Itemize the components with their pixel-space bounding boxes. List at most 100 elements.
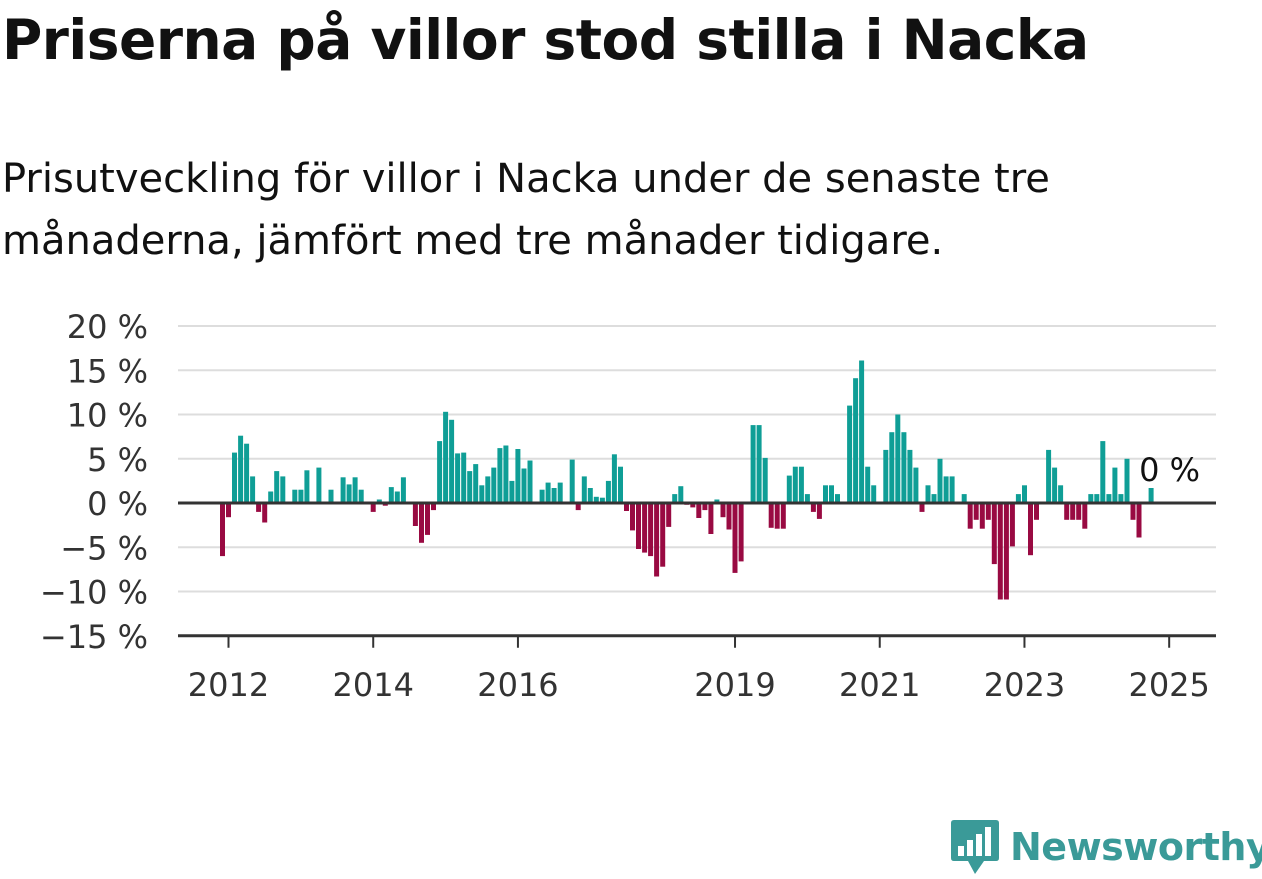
bar-chart: 20 % 15 % 10 % 5 % 0 % −5 % −10 % −15 % 2012 2014…: [40, 308, 1216, 704]
newsworthy-bar-chart-icon: [951, 820, 999, 874]
bar: [919, 503, 925, 512]
bar: [473, 464, 479, 503]
bar: [895, 414, 901, 503]
bar: [642, 503, 648, 553]
bar: [1028, 503, 1033, 556]
bar: [714, 499, 720, 503]
bar: [853, 378, 859, 503]
bar: [455, 453, 461, 503]
bar: [1022, 485, 1027, 503]
bar: [949, 476, 955, 503]
bar: [985, 503, 991, 520]
bar: [1076, 503, 1082, 520]
bar: [539, 489, 545, 503]
bar: [979, 503, 985, 529]
chart-title: Priserna på villor stod stilla i Nacka: [2, 8, 1089, 72]
grid-lines: [178, 325, 1216, 593]
bar: [527, 460, 533, 503]
bar: [732, 503, 738, 573]
bar: [925, 485, 931, 503]
y-tick-label: 5 %: [87, 441, 148, 479]
bar: [720, 503, 726, 518]
y-tick-label: −5 %: [60, 529, 148, 567]
bar: [244, 443, 250, 503]
bar: [786, 475, 792, 503]
x-tick-label: 2012: [188, 666, 269, 704]
bar: [630, 503, 635, 531]
bar: [551, 488, 557, 503]
x-tick-label: 2019: [694, 666, 775, 704]
bar: [762, 457, 768, 503]
x-tick-label: 2023: [984, 666, 1065, 704]
bar: [352, 477, 358, 503]
bar: [491, 467, 497, 503]
bar: [798, 466, 804, 503]
bar: [624, 503, 629, 511]
bar: [316, 467, 322, 503]
bar: [660, 503, 666, 567]
bar: [545, 482, 551, 503]
bar: [708, 503, 714, 534]
bar: [823, 485, 828, 503]
bar: [1106, 494, 1112, 503]
bar: [599, 497, 605, 503]
bar: [997, 503, 1003, 600]
axes: [178, 501, 1216, 648]
bar: [847, 405, 853, 503]
bar: [226, 503, 231, 518]
bar: [238, 435, 244, 503]
bar: [400, 477, 406, 503]
bar: [774, 503, 780, 529]
bar: [1124, 458, 1130, 504]
bar: [220, 503, 225, 557]
y-tick-label: −15 %: [40, 618, 148, 656]
bar: [1009, 503, 1015, 547]
bar: [666, 503, 672, 527]
bar: [1003, 503, 1009, 600]
bar: [1046, 449, 1052, 503]
x-tick-label: 2021: [839, 666, 920, 704]
bar: [835, 494, 840, 503]
bar: [961, 494, 967, 503]
y-tick-label: 0 %: [87, 485, 148, 523]
bar: [394, 491, 400, 503]
bar: [1034, 503, 1039, 520]
bar: [412, 503, 418, 526]
bar: [780, 503, 786, 529]
bar: [232, 452, 237, 503]
y-tick-label: 10 %: [67, 397, 148, 435]
axis-labels: 20 % 15 % 10 % 5 % 0 % −5 % −10 % −15 % 2012 2014…: [40, 308, 1210, 704]
bar: [816, 503, 822, 519]
bar: [280, 476, 286, 503]
bar: [792, 466, 798, 503]
bar: [810, 503, 816, 512]
bar: [829, 485, 834, 503]
bar: [328, 489, 334, 503]
bar: [557, 482, 563, 503]
bar: [726, 503, 732, 530]
x-tick-label: 2025: [1128, 666, 1209, 704]
logo-text: Newsworthy: [1010, 825, 1262, 869]
bar: [883, 449, 889, 503]
bar: [871, 485, 877, 503]
bar: [1112, 467, 1118, 503]
bar: [937, 458, 943, 504]
bar: [889, 432, 895, 503]
bar: [1136, 503, 1142, 538]
bar: [1064, 503, 1070, 520]
bar: [370, 503, 376, 512]
bar: [865, 466, 871, 503]
bar: [268, 491, 274, 503]
bar: [702, 503, 708, 511]
bar: [256, 503, 262, 512]
chart-subtitle: Prisutveckling för villor i Nacka under …: [2, 156, 1050, 264]
y-tick-label: 20 %: [67, 308, 148, 346]
bar: [1094, 494, 1100, 503]
bar: [581, 476, 587, 503]
bar: [569, 459, 575, 503]
bar: [931, 494, 937, 503]
bar: [1130, 503, 1136, 520]
bar: [690, 503, 696, 508]
bar: [1148, 488, 1154, 503]
bar: [485, 476, 491, 503]
